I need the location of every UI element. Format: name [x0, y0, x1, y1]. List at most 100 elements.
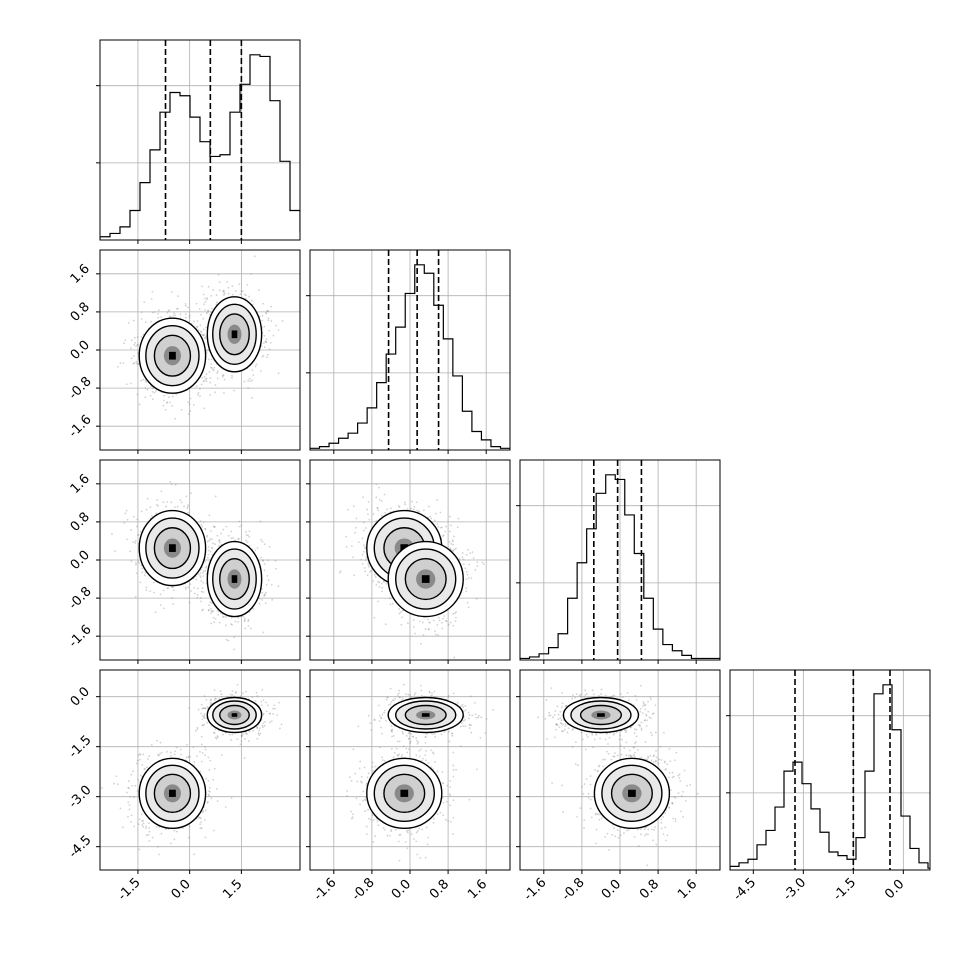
- scatter-point: [427, 628, 430, 630]
- scatter-point: [146, 766, 149, 769]
- scatter-point: [206, 535, 208, 538]
- scatter-point: [434, 633, 437, 636]
- scatter-point: [187, 586, 190, 589]
- scatter-point: [148, 755, 151, 757]
- scatter-point: [360, 558, 363, 561]
- scatter-point: [281, 320, 284, 322]
- scatter-point: [225, 615, 228, 618]
- scatter-point: [376, 507, 379, 510]
- scatter-point: [149, 506, 152, 509]
- scatter-point: [264, 312, 267, 314]
- scatter-point: [453, 656, 456, 659]
- scatter-point: [230, 623, 232, 626]
- scatter-point: [277, 585, 280, 588]
- scatter-point: [398, 506, 401, 508]
- y-tick-label: 0.8: [68, 300, 93, 325]
- scatter-point: [454, 620, 457, 623]
- scatter-point: [186, 505, 189, 508]
- scatter-point: [185, 743, 188, 746]
- scatter-point: [205, 373, 208, 376]
- scatter-point: [218, 281, 221, 284]
- scatter-point: [249, 380, 252, 383]
- scatter-point: [143, 301, 146, 303]
- scatter-point: [167, 310, 170, 312]
- scatter-point: [111, 533, 113, 535]
- scatter-point: [209, 550, 212, 553]
- scatter-point: [210, 612, 212, 615]
- scatter-point: [135, 572, 138, 575]
- scatter-point: [398, 608, 401, 610]
- scatter-point: [244, 731, 247, 734]
- scatter-point: [380, 582, 383, 585]
- scatter-point: [243, 757, 246, 759]
- scatter-point: [223, 378, 226, 381]
- scatter-point: [254, 365, 257, 368]
- scatter-point: [218, 544, 220, 547]
- scatter-point: [264, 340, 267, 343]
- scatter-point: [464, 567, 467, 570]
- scatter-point: [213, 698, 216, 701]
- scatter-point: [195, 325, 198, 328]
- scatter-point: [188, 316, 191, 319]
- scatter-point: [122, 362, 125, 364]
- scatter-point: [126, 538, 129, 541]
- scatter-point: [259, 520, 262, 523]
- scatter-point: [203, 560, 206, 563]
- scatter-point: [210, 367, 213, 369]
- scatter-point: [352, 505, 355, 507]
- scatter-point: [369, 569, 372, 572]
- scatter-point: [218, 539, 221, 542]
- scatter-point: [237, 537, 240, 540]
- scatter-point: [381, 586, 384, 589]
- scatter-point: [406, 508, 409, 510]
- scatter-point: [266, 353, 269, 356]
- scatter-point: [206, 540, 209, 543]
- scatter-point: [210, 609, 213, 612]
- scatter-point: [467, 549, 469, 551]
- scatter-point: [188, 707, 190, 709]
- histogram-group: [520, 460, 720, 660]
- scatter-point: [242, 615, 244, 618]
- scatter-point: [375, 483, 378, 486]
- scatter-point: [465, 570, 468, 573]
- scatter-point: [135, 360, 138, 363]
- scatter-point: [262, 699, 265, 701]
- scatter-point: [468, 563, 471, 566]
- scatter-point: [373, 573, 376, 576]
- scatter-point: [158, 853, 160, 856]
- scatter-point: [151, 311, 154, 314]
- scatter-point: [138, 848, 141, 851]
- scatter-point: [203, 337, 206, 339]
- scatter-point: [174, 314, 177, 317]
- scatter-point: [185, 756, 188, 759]
- scatter-point: [361, 563, 364, 565]
- scatter-point: [163, 394, 166, 397]
- scatter-point: [458, 558, 461, 560]
- scatter-point: [345, 545, 348, 548]
- scatter-point: [132, 355, 135, 357]
- scatter-point: [199, 823, 202, 826]
- scatter-point: [138, 403, 141, 406]
- scatter-point: [196, 593, 199, 596]
- scatter-point: [205, 337, 207, 340]
- scatter-point: [364, 527, 367, 529]
- scatter-point: [169, 316, 172, 318]
- scatter-point: [210, 698, 212, 701]
- scatter-point: [199, 388, 201, 390]
- scatter-point: [207, 309, 210, 312]
- scatter-point: [203, 333, 206, 336]
- scatter-point: [436, 623, 439, 626]
- scatter-point: [147, 758, 149, 760]
- scatter-point: [205, 377, 208, 380]
- scatter-point: [135, 362, 138, 365]
- scatter-point: [364, 559, 367, 562]
- scatter-point: [451, 539, 454, 542]
- scatter-point: [449, 621, 452, 624]
- scatter-point: [206, 534, 208, 537]
- panel-3-0: -4.5-3.0-1.50.0-1.5 0.0 1.5: [66, 669, 301, 904]
- scatter-point: [475, 597, 478, 600]
- scatter-point: [378, 581, 381, 584]
- scatter-point: [127, 322, 130, 324]
- scatter-point: [206, 705, 209, 708]
- scatter-point: [144, 396, 147, 399]
